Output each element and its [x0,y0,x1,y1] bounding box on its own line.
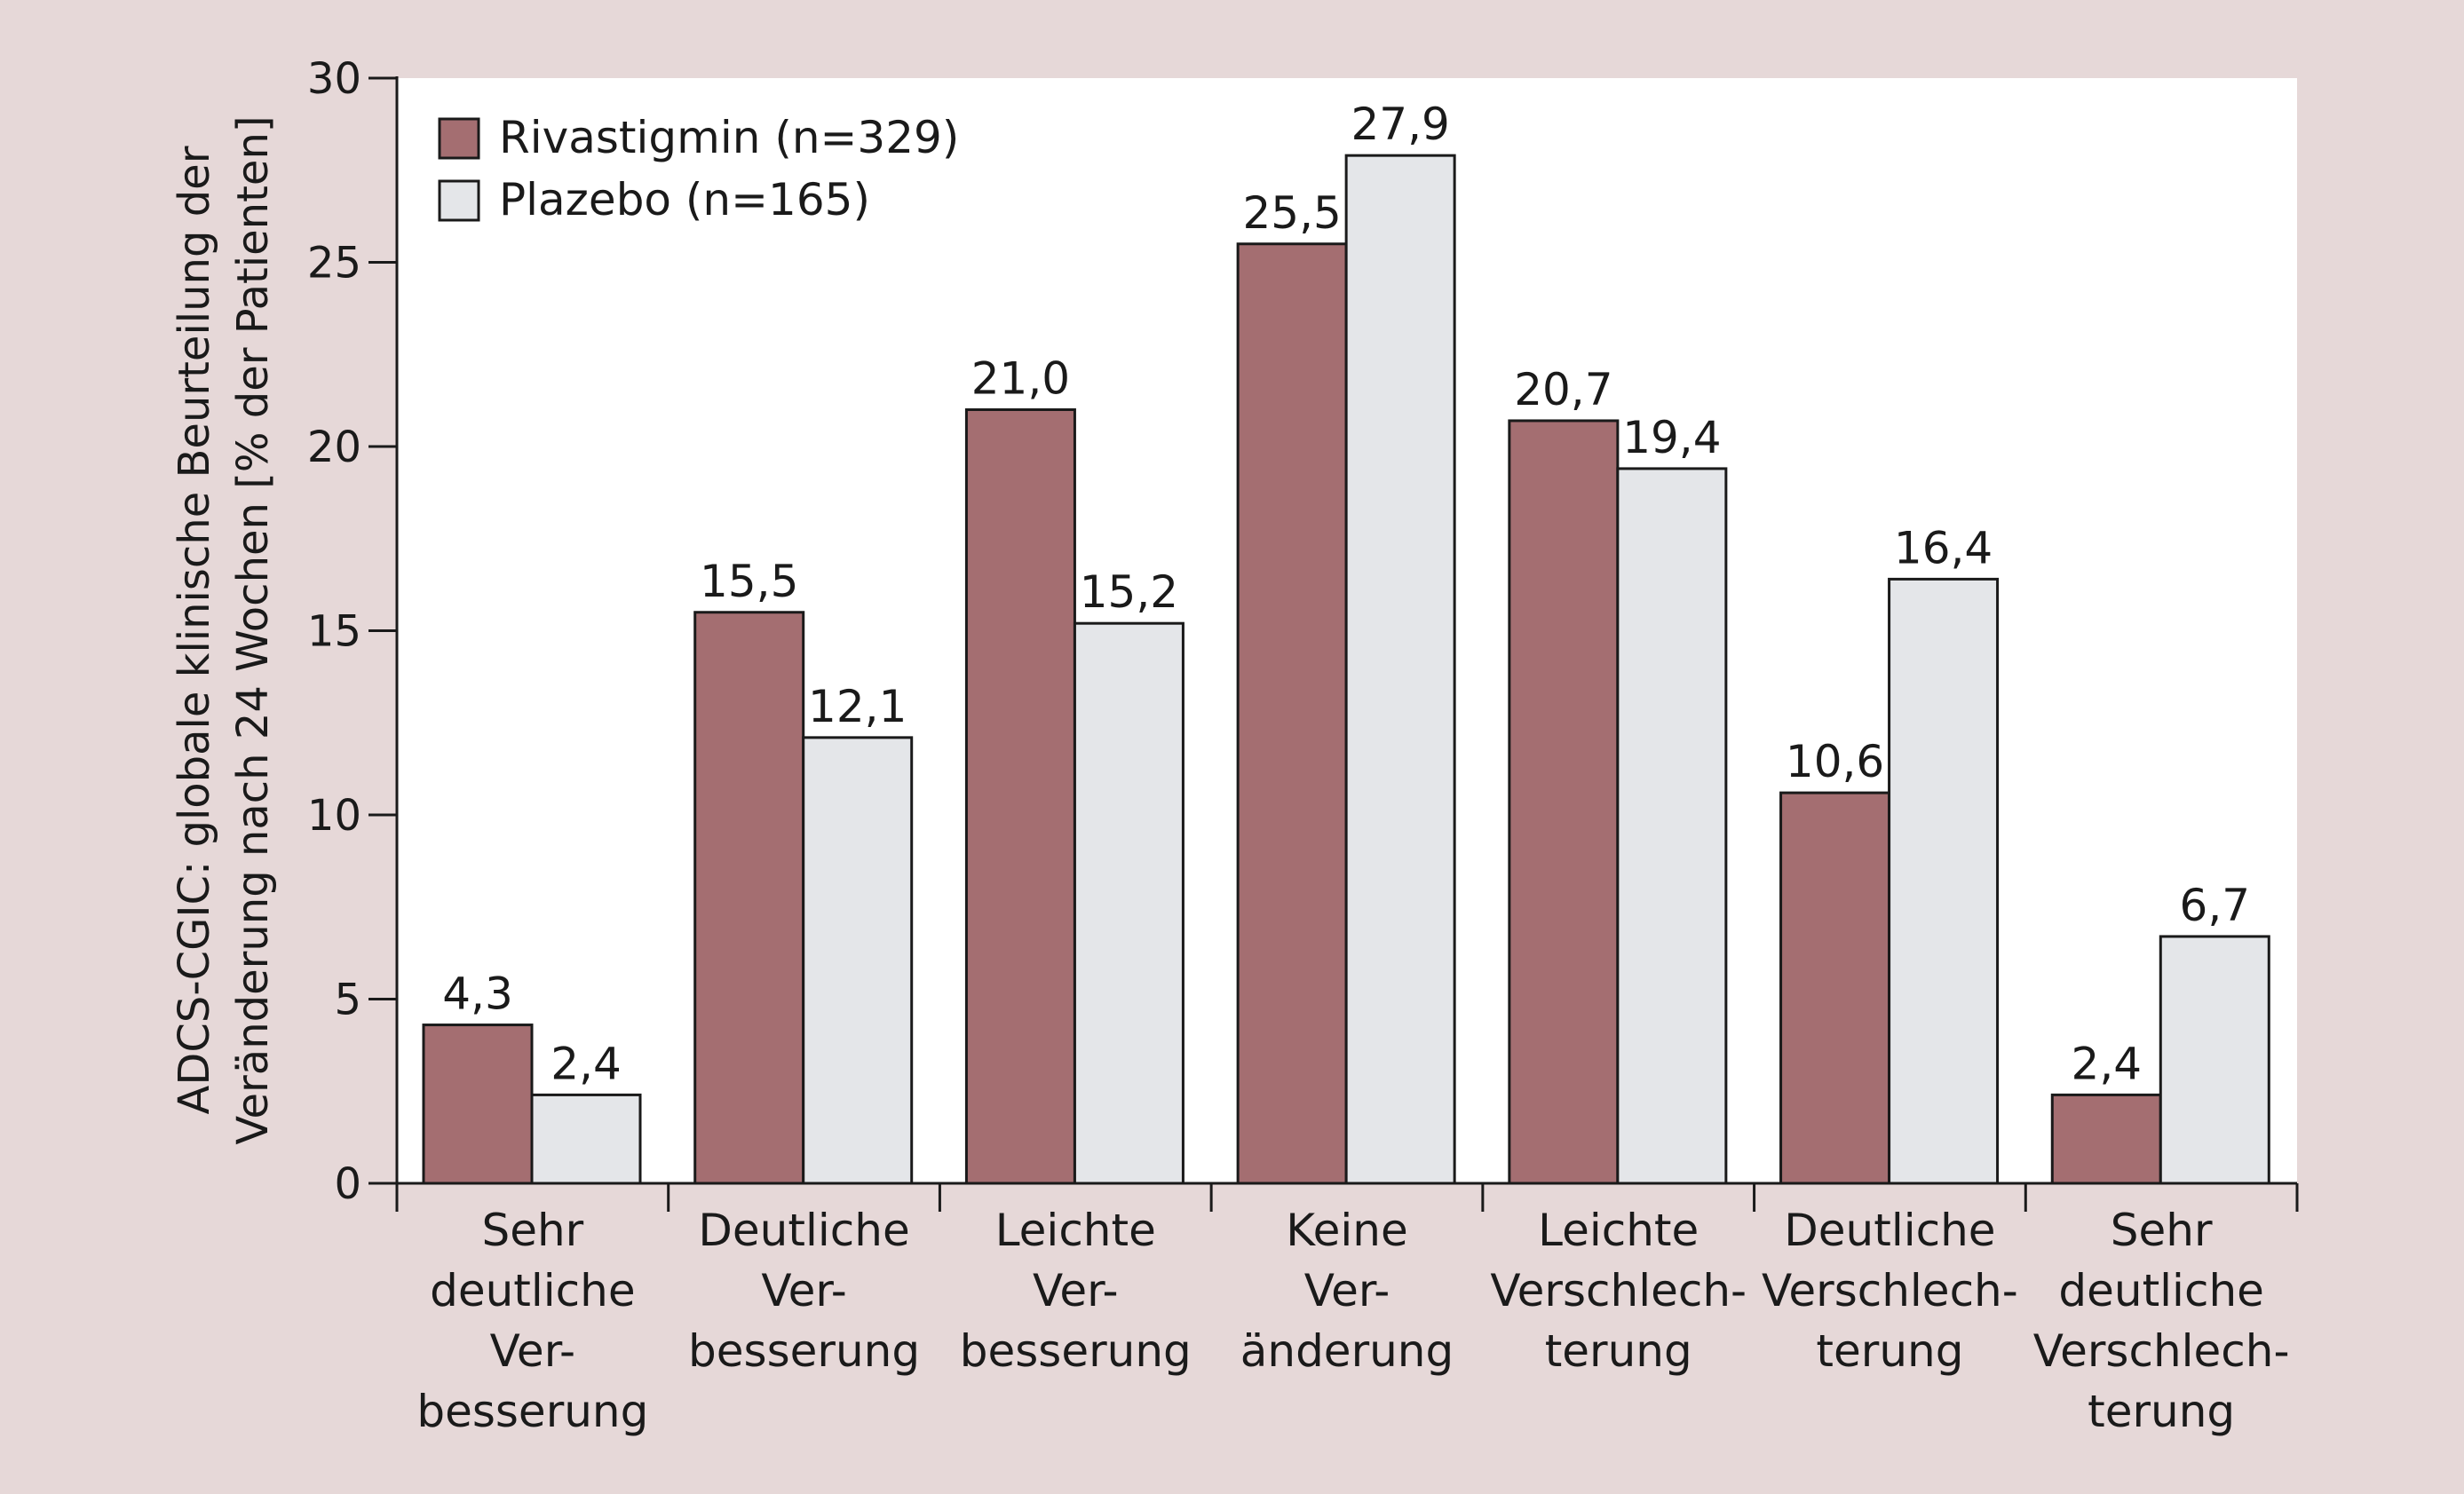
legend-swatch [438,179,480,222]
x-category-label: Leichte [995,1205,1156,1256]
y-axis-title: ADCS-CGIC: globale klinische Beurteilung… [170,115,278,1144]
bar-rivastigmin [1779,791,1891,1185]
x-axis: Sehr deutliche Ver-besserung Deutliche Ver-b… [395,1182,2299,1437]
bar-value-label: 15,5 [700,556,798,607]
y-tick-label: 30 [307,54,361,104]
bar-rivastigmin [1508,419,1620,1185]
x-category-label: Sehr [481,1205,583,1256]
y-axis-title-line: Veränderung nach 24 Wochen [% der Patien… [228,115,278,1144]
x-category-label: Keine [1286,1205,1407,1256]
y-tick-label: 15 [307,607,361,657]
bar-rivastigmin [1236,242,1348,1185]
bar-value-label: 20,7 [1514,364,1612,415]
y-tick-label: 5 [334,976,361,1025]
y-tick-label: 25 [307,239,361,289]
x-category-label: terung [1545,1325,1692,1377]
legend-label: Rivastigmin (n=329) [499,112,959,163]
y-axis-title-line: ADCS-CGIC: globale klinische Beurteilung… [170,146,219,1114]
y-tick-label: 0 [334,1159,361,1209]
x-category-label: Ver- [1033,1265,1118,1316]
x-category-label: Ver- [490,1325,575,1377]
legend-label: Plazebo (n=165) [499,174,870,225]
x-category-label: Verschlech- [1490,1265,1747,1316]
x-category-label: Deutliche [1784,1205,1995,1256]
x-category-label: Sehr [2111,1205,2213,1256]
bar-value-label: 12,1 [808,681,907,732]
bars [422,154,2270,1185]
bar-plazebo [2159,935,2270,1185]
bar-rivastigmin [964,408,1076,1185]
bar-value-label: 25,5 [1242,187,1341,239]
bar-value-label: 21,0 [971,353,1070,405]
bar-value-label: 2,4 [2072,1038,2143,1089]
legend: Rivastigmin (n=329) Plazebo (n=165) [438,112,959,225]
legend-swatch [438,117,480,160]
bar-rivastigmin [2050,1093,2162,1185]
bar-plazebo [1888,577,2000,1185]
bar-value-label: 2,4 [551,1038,622,1089]
x-category-label: terung [1816,1325,1963,1377]
bar-value-label: 27,9 [1351,99,1449,150]
bar-plazebo [1073,621,1184,1185]
x-category-label: Verschlech- [1762,1265,2018,1316]
x-category-label: deutliche [2058,1265,2264,1316]
x-category-label: besserung [688,1325,920,1377]
bar-rivastigmin [422,1024,534,1185]
bar-value-label: 15,2 [1080,566,1178,618]
bar-value-label: 16,4 [1894,522,1993,573]
bar-value-label: 4,3 [442,968,513,1020]
x-category-label: besserung [416,1386,648,1437]
bar-plazebo [1344,154,1456,1185]
x-category-label: terung [2088,1386,2235,1437]
bar-value-label: 10,6 [1786,736,1884,787]
bar-plazebo [530,1093,642,1185]
x-category-label: Verschlech- [2033,1325,2290,1377]
x-category-label: Ver- [1304,1265,1390,1316]
bar-value-labels: 4,3 15,5 21,0 25,5 20,7 10,6 2,4 2,4 12,1 15,2 27,… [442,99,2250,1089]
x-category-label: besserung [960,1325,1192,1377]
x-category-label: änderung [1240,1325,1454,1377]
y-tick-label: 10 [307,791,361,841]
bar-value-label: 6,7 [2180,880,2251,931]
bar-plazebo [802,736,914,1185]
bar-plazebo [1616,467,1728,1185]
x-category-label: deutliche [430,1265,636,1316]
x-category-label: Leichte [1538,1205,1699,1256]
y-tick-label: 20 [307,423,361,472]
x-category-label: Ver- [761,1265,846,1316]
y-axis: 0 5 10 15 20 25 30 [307,54,399,1209]
bar-value-label: 19,4 [1622,412,1721,463]
bar-rivastigmin [693,611,805,1185]
x-category-label: Deutliche [698,1205,909,1256]
